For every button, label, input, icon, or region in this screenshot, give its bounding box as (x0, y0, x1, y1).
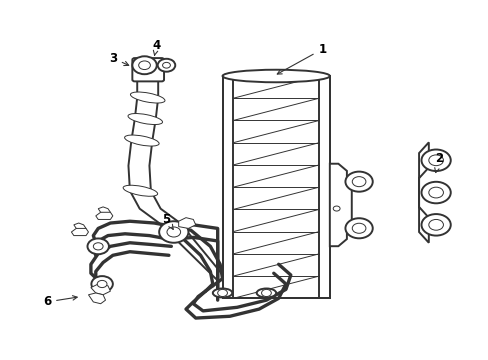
Circle shape (261, 289, 271, 297)
Bar (222, 76, 329, 298)
Text: 6: 6 (43, 296, 77, 309)
Text: 1: 1 (277, 42, 326, 74)
Circle shape (351, 223, 365, 233)
Circle shape (139, 61, 150, 69)
Ellipse shape (124, 135, 159, 146)
Circle shape (345, 218, 372, 238)
Circle shape (91, 276, 113, 292)
Circle shape (351, 177, 365, 187)
Circle shape (332, 206, 339, 211)
Ellipse shape (212, 288, 232, 297)
Ellipse shape (130, 92, 164, 103)
Polygon shape (98, 207, 110, 216)
Circle shape (87, 238, 109, 254)
Polygon shape (329, 164, 351, 246)
Circle shape (428, 220, 443, 230)
Polygon shape (74, 223, 86, 232)
Bar (233, 76, 319, 298)
Ellipse shape (123, 185, 157, 196)
Circle shape (421, 149, 450, 171)
Circle shape (93, 243, 103, 250)
Polygon shape (88, 293, 105, 304)
FancyBboxPatch shape (132, 58, 163, 81)
Ellipse shape (222, 70, 329, 82)
Circle shape (421, 214, 450, 235)
Circle shape (428, 155, 443, 166)
Circle shape (132, 56, 157, 74)
Circle shape (158, 59, 175, 72)
Circle shape (166, 227, 180, 237)
Circle shape (428, 187, 443, 198)
Bar (222, 76, 233, 298)
Ellipse shape (256, 288, 276, 297)
Circle shape (97, 280, 107, 288)
Circle shape (217, 289, 227, 297)
Text: 4: 4 (152, 39, 161, 55)
Text: 3: 3 (108, 51, 128, 66)
Circle shape (345, 172, 372, 192)
Polygon shape (91, 284, 110, 295)
Text: 2: 2 (434, 152, 443, 172)
Polygon shape (178, 218, 195, 228)
Circle shape (421, 182, 450, 203)
Ellipse shape (128, 113, 162, 125)
Polygon shape (96, 212, 113, 220)
Circle shape (159, 221, 188, 243)
Polygon shape (71, 228, 88, 235)
Bar (319, 76, 329, 298)
Text: 5: 5 (162, 213, 173, 229)
Polygon shape (418, 142, 428, 243)
Circle shape (162, 62, 170, 68)
